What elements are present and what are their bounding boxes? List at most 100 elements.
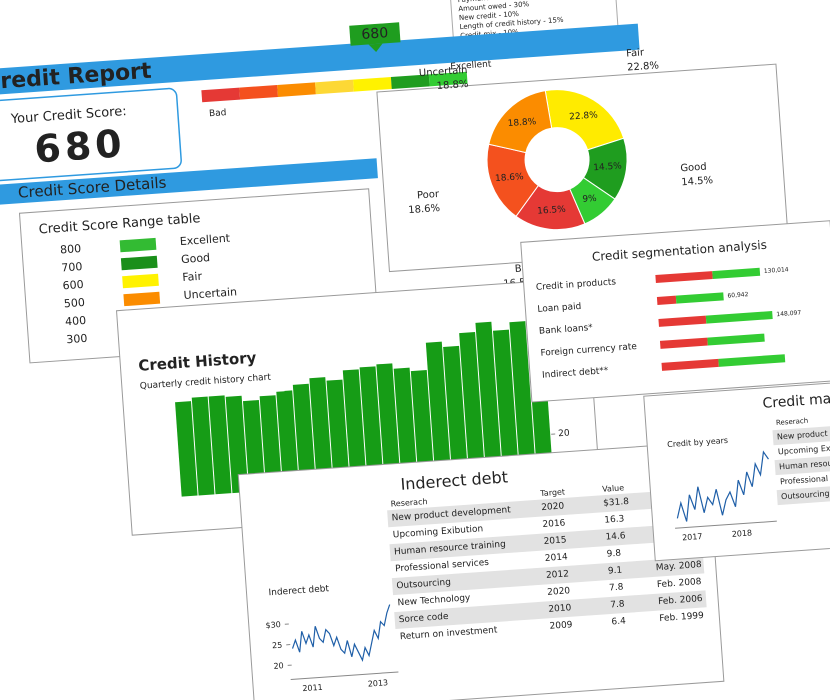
table-cell: 14.6	[605, 531, 626, 542]
segment-note: 60,942	[727, 291, 749, 299]
segment-red	[659, 337, 708, 349]
table-cell: 2020	[547, 586, 571, 598]
donut-inner-label: 9%	[582, 194, 597, 205]
segment-green	[712, 267, 761, 280]
range-score: 500	[63, 296, 85, 310]
market-column: Reserach	[776, 417, 809, 427]
history-title-bg	[131, 345, 285, 402]
segment-label: Loan paid	[537, 302, 581, 315]
table-cell: 2020	[541, 501, 565, 513]
gauge-segment	[352, 77, 392, 92]
table-cell: 2014	[545, 552, 569, 564]
score-box	[0, 87, 182, 182]
range-score: 300	[66, 332, 88, 346]
table-header: Target	[539, 487, 565, 498]
table-cell: 2012	[546, 569, 570, 581]
table-cell: Feb. 1999	[659, 611, 704, 624]
donut-name: Good	[680, 162, 707, 175]
donut-outer-label: 18.8%	[436, 79, 468, 92]
bar	[509, 321, 536, 473]
table-cell: 2010	[548, 603, 572, 615]
line	[291, 604, 391, 662]
score-value: 680	[33, 121, 127, 171]
header-title: Credit Report	[0, 59, 153, 96]
x-tick-label: 2017	[682, 532, 703, 542]
segment-red	[655, 271, 713, 284]
table-cell: 2015	[543, 535, 567, 547]
gauge-pointer	[368, 43, 383, 52]
bar	[475, 321, 503, 476]
donut-name: Fair	[626, 47, 645, 59]
table-row-bg	[389, 522, 702, 562]
bar	[492, 329, 519, 475]
range-score: 700	[61, 260, 83, 274]
range-label: Uncertain	[183, 285, 237, 302]
table-row-bg	[394, 590, 707, 630]
gauge-segment	[315, 79, 354, 95]
range-score: 800	[60, 242, 82, 256]
header-band	[0, 23, 640, 98]
x-tick-label: 2018	[731, 528, 752, 538]
donut-segment	[544, 89, 625, 151]
y-tick-label: 20	[558, 429, 570, 440]
segment-green	[675, 292, 724, 304]
x-tick-label: 2011	[302, 683, 323, 693]
market-title: Credit market	[762, 389, 830, 412]
table-cell: 2009	[549, 620, 573, 632]
table-cell: 9.1	[608, 566, 623, 577]
indirect-chart-title: Inderect debt	[268, 584, 329, 598]
table-header: Value	[602, 483, 625, 494]
gauge-segment	[201, 87, 241, 103]
table-cell: Outsourcing	[396, 578, 451, 592]
range-swatch	[120, 255, 158, 271]
bar	[342, 369, 367, 485]
bar	[425, 341, 452, 479]
donut-inner-label: 16.5%	[537, 205, 567, 217]
table-cell: 9.8	[606, 549, 621, 560]
gauge-low-label: Bad	[209, 108, 227, 119]
segment-red	[658, 315, 707, 327]
table-cell: Feb. 2006	[658, 594, 703, 607]
table-cell: 2016	[542, 518, 566, 530]
table-row-bg	[391, 556, 705, 596]
range-score: 600	[62, 278, 84, 292]
bar	[359, 366, 384, 484]
table-cell: 7.8	[610, 599, 625, 610]
range-swatch	[119, 237, 157, 253]
donut-outer-label: 18.6%	[408, 203, 440, 216]
segment-label: Bank loans*	[539, 323, 594, 337]
donut-inner-label: 22.8%	[569, 110, 599, 122]
y-tick-label: 20	[273, 661, 284, 671]
bar	[242, 400, 266, 492]
range-swatch	[123, 291, 161, 307]
range-score: 400	[65, 314, 87, 328]
bar	[443, 345, 469, 478]
y-tick-label: 25	[272, 641, 283, 651]
donut-inner-label: 18.6%	[495, 172, 525, 184]
donut-name: Poor	[417, 189, 441, 202]
table-row-bg	[774, 454, 830, 476]
gauge-marker	[349, 22, 401, 46]
table-cell: $31.8	[603, 497, 630, 509]
range-label: Excellent	[179, 232, 231, 249]
table-row-bg	[772, 424, 830, 446]
donut-outer-label: 22.8%	[627, 60, 659, 73]
table-cell: Sorce code	[398, 612, 449, 625]
donut-inner-label: 14.5%	[593, 161, 623, 173]
x-axis	[675, 520, 777, 529]
segment-green	[718, 354, 786, 367]
segment-red	[656, 295, 677, 305]
gauge-high-label: Excellent	[450, 59, 492, 72]
gauge-segment	[277, 82, 316, 97]
y-tick-label: $30	[265, 620, 281, 630]
bar	[292, 383, 316, 489]
market-row: Outsourcing	[781, 489, 830, 501]
table-cell: 7.8	[609, 583, 624, 594]
gauge-segment	[428, 71, 468, 87]
donut-name: Uncertain	[419, 65, 468, 79]
segment-green	[705, 310, 773, 324]
range-label: Good	[181, 251, 211, 266]
segment-green	[707, 333, 765, 346]
details-band	[0, 158, 378, 205]
